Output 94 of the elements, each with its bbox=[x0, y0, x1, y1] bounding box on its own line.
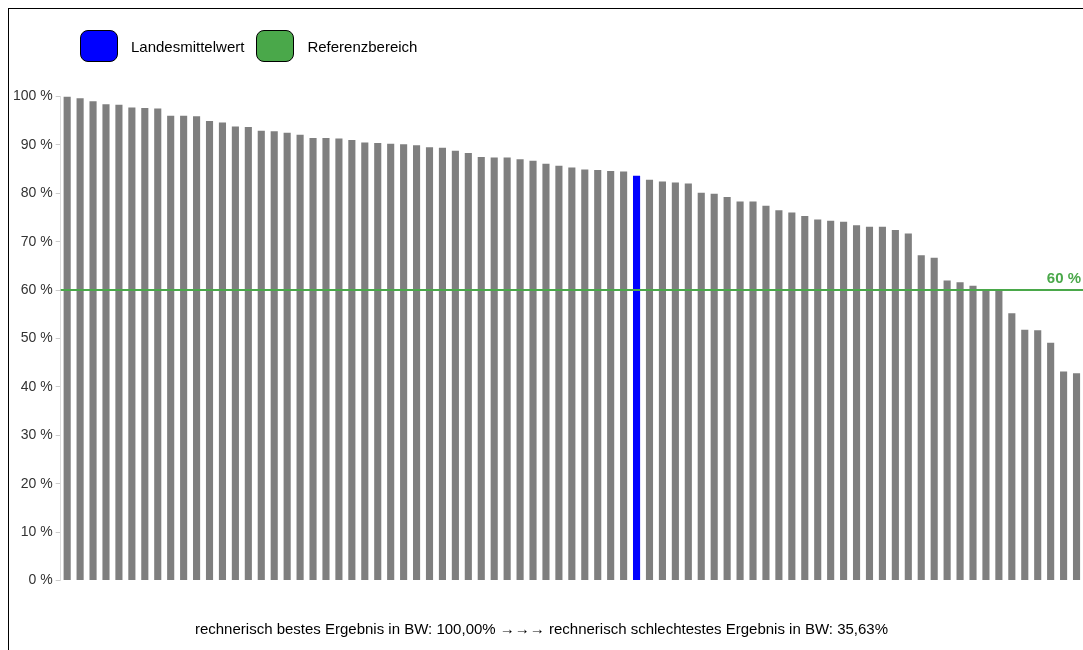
bar bbox=[477, 156, 485, 581]
bar bbox=[645, 179, 654, 581]
y-tick-label: 30 % bbox=[20, 426, 53, 443]
y-tick-label: 100 % bbox=[12, 87, 53, 104]
bar bbox=[555, 165, 563, 581]
bar bbox=[736, 201, 744, 581]
annotation: 60 % bbox=[1046, 268, 1081, 286]
bar bbox=[542, 163, 550, 581]
bar bbox=[438, 147, 446, 581]
bar bbox=[400, 144, 408, 581]
bar bbox=[1008, 313, 1016, 581]
bar bbox=[827, 220, 835, 581]
bar bbox=[348, 139, 356, 581]
legend-label: Landesmittelwert bbox=[131, 37, 245, 55]
y-tick-label: 60 % bbox=[20, 280, 53, 297]
bar bbox=[205, 121, 214, 581]
bar bbox=[632, 175, 641, 581]
bar bbox=[451, 150, 459, 581]
bar bbox=[917, 255, 925, 581]
bar bbox=[244, 126, 252, 581]
bar bbox=[840, 221, 848, 581]
legend-label: Referenzbereich bbox=[307, 37, 418, 55]
bar bbox=[89, 101, 97, 581]
bar bbox=[697, 192, 705, 581]
bar bbox=[788, 212, 796, 581]
bar bbox=[1072, 373, 1081, 581]
y-tick-label: 10 % bbox=[20, 523, 53, 540]
bar bbox=[581, 169, 589, 581]
bar bbox=[852, 225, 861, 581]
bar bbox=[270, 131, 278, 581]
bar bbox=[1047, 342, 1055, 581]
bar bbox=[749, 201, 757, 581]
bar bbox=[723, 197, 731, 581]
bar bbox=[995, 290, 1003, 581]
bar bbox=[335, 138, 343, 581]
y-tick-label: 70 % bbox=[20, 232, 53, 249]
bar bbox=[594, 170, 602, 581]
bar bbox=[607, 170, 615, 581]
bar bbox=[76, 98, 84, 581]
bar bbox=[982, 290, 990, 581]
bar bbox=[115, 104, 123, 581]
bar bbox=[710, 193, 718, 581]
bar bbox=[904, 233, 912, 581]
bar bbox=[956, 282, 964, 581]
bar bbox=[309, 138, 317, 581]
bar bbox=[128, 107, 136, 581]
bar bbox=[891, 230, 899, 581]
bar bbox=[1021, 329, 1029, 581]
bar bbox=[568, 167, 576, 581]
bar bbox=[775, 210, 783, 581]
bar bbox=[801, 216, 809, 581]
bar bbox=[413, 145, 421, 581]
bar bbox=[658, 181, 666, 581]
bar bbox=[193, 116, 201, 581]
bar bbox=[671, 182, 679, 581]
bar bbox=[361, 142, 369, 581]
bar bbox=[231, 126, 239, 581]
bar bbox=[762, 205, 770, 581]
bar bbox=[63, 96, 71, 581]
y-tick-label: 80 % bbox=[20, 184, 53, 201]
bar bbox=[464, 153, 472, 581]
bar bbox=[374, 142, 382, 581]
bar bbox=[154, 108, 162, 581]
y-tick-label: 90 % bbox=[20, 135, 53, 152]
bar bbox=[814, 219, 822, 581]
y-tick-label: 40 % bbox=[20, 377, 53, 394]
bar bbox=[943, 280, 951, 581]
bar bbox=[283, 132, 291, 581]
y-tick-label: 0 % bbox=[28, 571, 53, 588]
text: rechnerisch bestes Ergebnis in BW: 100,00% →→→ rechnerisch schlechtestes Ergebnis in BW: 35,63% bbox=[193, 620, 890, 637]
bar bbox=[257, 130, 265, 581]
y-tick-label: 20 % bbox=[20, 474, 53, 491]
bar bbox=[322, 138, 330, 581]
bar bbox=[516, 159, 524, 581]
bar bbox=[425, 147, 434, 581]
bar bbox=[1034, 330, 1042, 581]
bar bbox=[218, 122, 227, 581]
bar bbox=[387, 143, 395, 581]
bar bbox=[296, 134, 304, 581]
bar bbox=[969, 285, 977, 581]
bar bbox=[865, 226, 874, 581]
bar bbox=[684, 183, 692, 581]
bar bbox=[878, 226, 886, 581]
bar bbox=[529, 160, 537, 581]
bar bbox=[503, 157, 511, 581]
bar bbox=[930, 257, 938, 581]
bar bbox=[180, 115, 188, 581]
bar bbox=[102, 104, 110, 581]
bar bbox=[167, 115, 175, 581]
y-tick-label: 50 % bbox=[20, 329, 53, 346]
bar bbox=[1060, 371, 1068, 581]
bar bbox=[620, 171, 628, 581]
bar bbox=[490, 157, 498, 581]
bar bbox=[141, 108, 149, 581]
